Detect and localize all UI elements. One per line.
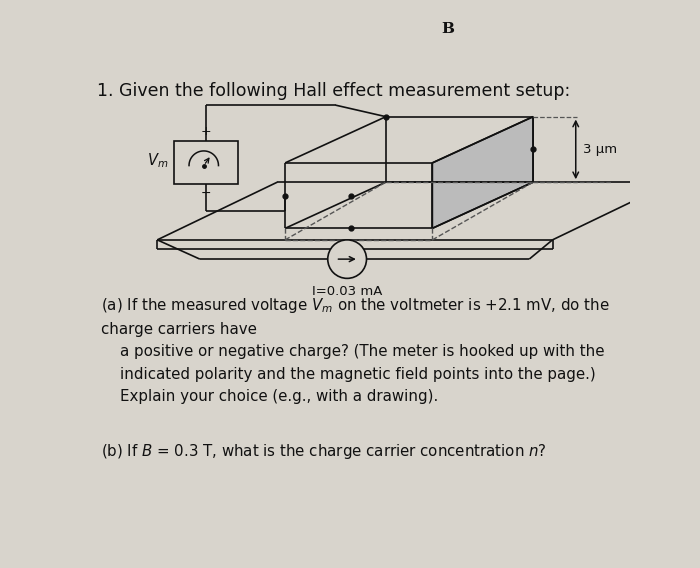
Text: $V_m$: $V_m$ — [147, 152, 168, 170]
Text: B: B — [442, 22, 455, 36]
Polygon shape — [433, 116, 533, 228]
Text: (b) If $B$ = 0.3 T, what is the charge carrier concentration $n$?: (b) If $B$ = 0.3 T, what is the charge c… — [102, 442, 547, 461]
Text: +: + — [201, 125, 211, 138]
Bar — [174, 141, 238, 183]
Circle shape — [328, 240, 367, 278]
Text: −: − — [201, 187, 211, 200]
Text: (a) If the measured voltage $V_m$ on the voltmeter is +2.1 mV, do the
charge car: (a) If the measured voltage $V_m$ on the… — [102, 296, 610, 404]
Text: I=0.03 mA: I=0.03 mA — [312, 285, 382, 298]
Text: 3 µm: 3 µm — [584, 143, 617, 156]
Text: 1. Given the following Hall effect measurement setup:: 1. Given the following Hall effect measu… — [97, 82, 570, 100]
